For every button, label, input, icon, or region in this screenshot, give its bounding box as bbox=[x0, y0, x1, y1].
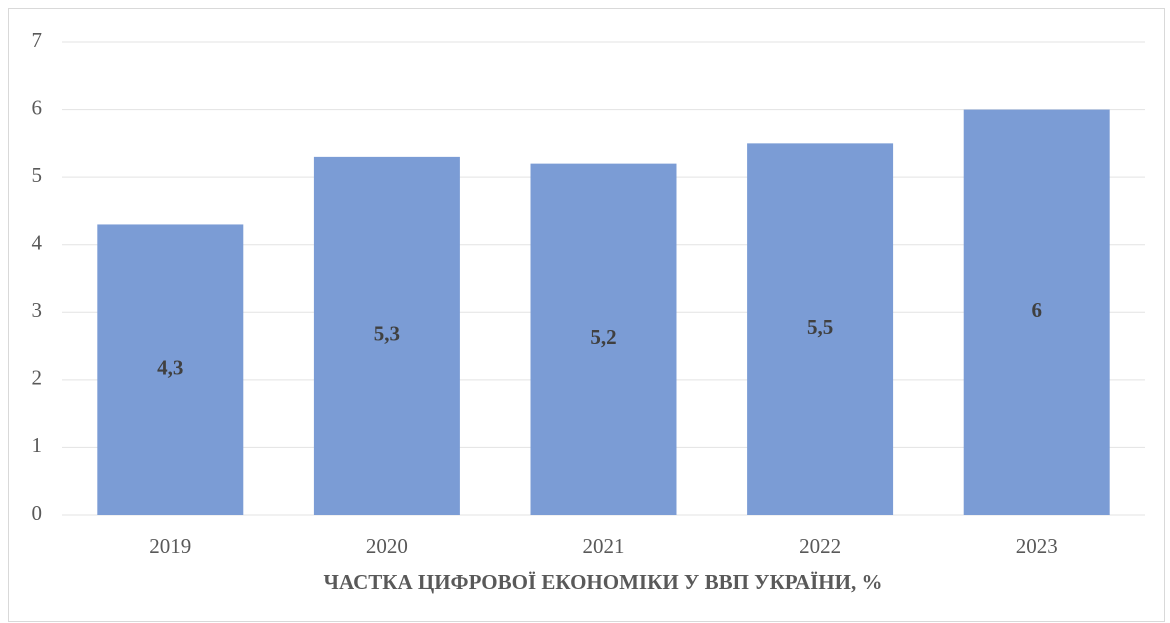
y-tick-label: 5 bbox=[32, 163, 43, 187]
value-label: 4,3 bbox=[157, 356, 183, 380]
y-tick-label: 6 bbox=[32, 95, 43, 119]
value-label: 6 bbox=[1031, 298, 1042, 322]
bar bbox=[963, 109, 1110, 516]
value-label: 5,3 bbox=[374, 322, 400, 346]
x-tick-label: 2021 bbox=[583, 534, 625, 558]
x-tick-label: 2023 bbox=[1016, 534, 1058, 558]
value-label: 5,2 bbox=[590, 325, 616, 349]
x-tick-label: 2019 bbox=[149, 534, 191, 558]
bar bbox=[313, 156, 460, 515]
bar bbox=[747, 143, 894, 515]
y-tick-label: 2 bbox=[32, 366, 43, 390]
bar bbox=[97, 224, 244, 515]
value-label: 5,5 bbox=[807, 315, 833, 339]
y-tick-label: 4 bbox=[32, 231, 43, 255]
y-tick-label: 0 bbox=[32, 501, 43, 525]
y-tick-label: 3 bbox=[32, 298, 43, 322]
y-tick-label: 1 bbox=[32, 433, 43, 457]
x-tick-label: 2022 bbox=[799, 534, 841, 558]
x-tick-label: 2020 bbox=[366, 534, 408, 558]
y-tick-label: 7 bbox=[32, 28, 43, 52]
x-axis-title: ЧАСТКА ЦИФРОВОЇ ЕКОНОМІКИ У ВВП УКРАЇНИ,… bbox=[324, 570, 883, 594]
bar bbox=[530, 163, 677, 515]
